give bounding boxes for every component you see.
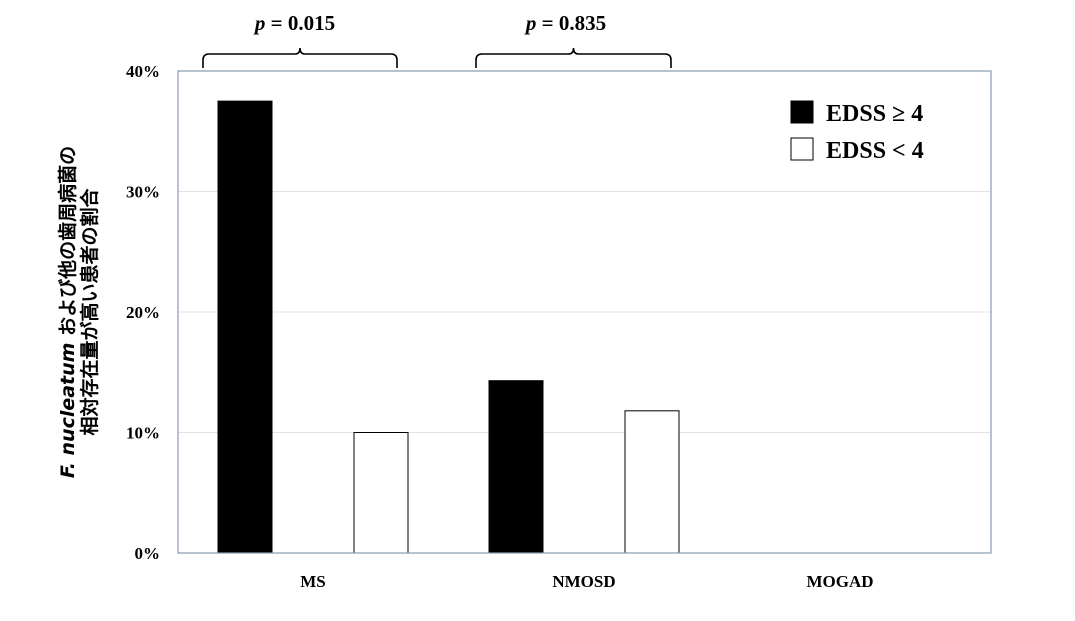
p-value-label: p = 0.015 (253, 11, 335, 35)
y-axis-label: F. nucleatum および他の歯周病菌の 相対存在量が高い患者の割合 (56, 146, 101, 478)
x-category-label: MOGAD (806, 572, 873, 591)
legend-swatch-edss-high (790, 100, 814, 124)
x-category-label: MS (300, 572, 326, 591)
y-axis-label-line-2: 相対存在量が高い患者の割合 (78, 188, 101, 436)
plot-area-frame (177, 70, 992, 554)
significance-bracket (202, 47, 398, 68)
y-axis-label-line-1-rest: および他の歯周病菌の (56, 146, 79, 343)
grid-lines (178, 191, 991, 433)
bar-nmosd-edss-low (624, 410, 680, 554)
x-axis-categories: MS NMOSD MOGAD (300, 572, 873, 591)
bar-ms-edss-high (217, 100, 273, 554)
x-category-label: NMOSD (552, 572, 615, 591)
y-tick-label: 20% (126, 303, 160, 322)
legend: EDSS ≥ 4 EDSS < 4 (790, 100, 924, 164)
legend-swatch-edss-low (790, 137, 814, 161)
bars (217, 100, 680, 554)
y-tick-label: 40% (126, 62, 160, 81)
y-axis-label-line-1: F. nucleatum および他の歯周病菌の (56, 146, 79, 478)
y-axis-ticks: 0% 10% 20% 30% 40% (126, 62, 160, 563)
significance-brackets: p = 0.015 p = 0.835 (202, 11, 672, 68)
p-value-label: p = 0.835 (524, 11, 606, 35)
legend-label-edss-high: EDSS ≥ 4 (826, 101, 923, 127)
bar-nmosd-edss-high (488, 380, 544, 554)
significance-bracket (475, 47, 672, 68)
y-tick-label: 0% (135, 544, 161, 563)
y-axis-label-species: F. nucleatum (57, 343, 79, 479)
bar-ms-edss-low (353, 432, 409, 554)
y-tick-label: 30% (126, 183, 160, 202)
y-tick-label: 10% (126, 424, 160, 443)
legend-label-edss-low: EDSS < 4 (826, 138, 924, 164)
